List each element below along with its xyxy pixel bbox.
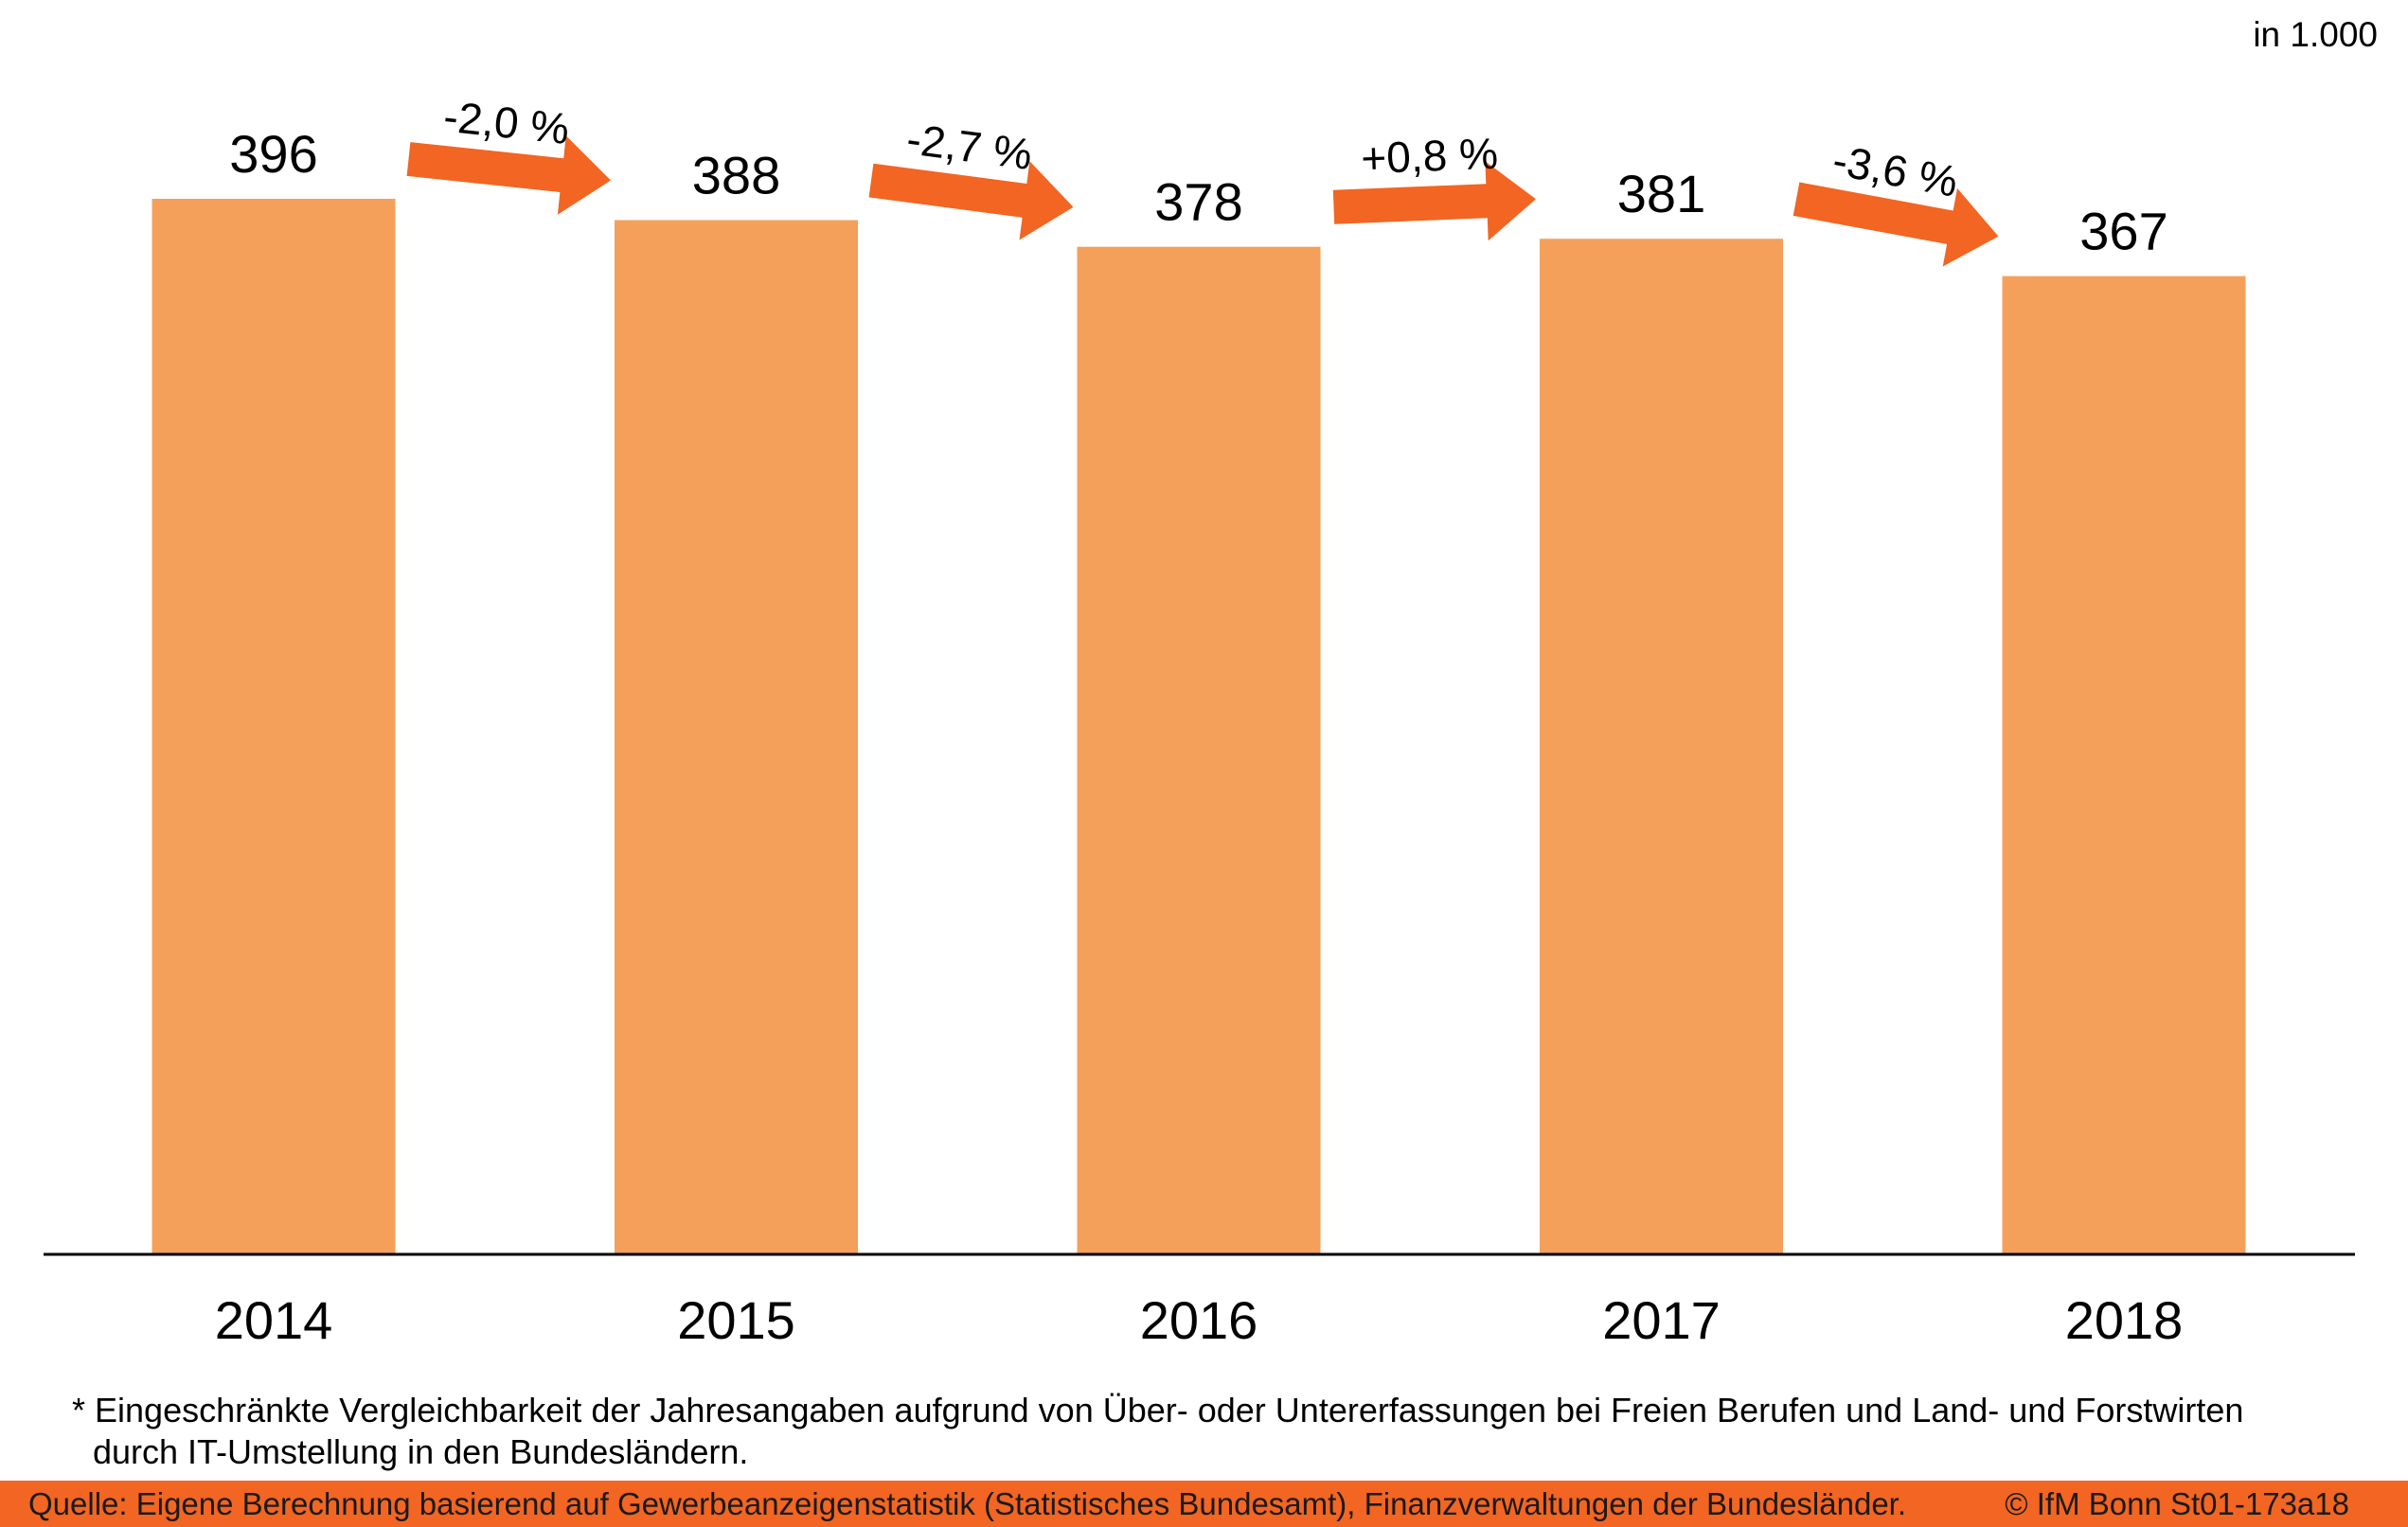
change-label-2014-2015: -2,0 % (441, 92, 572, 154)
source-text: Quelle: Eigene Berechnung basierend auf … (28, 1486, 1907, 1521)
footnote-line-1: * Eingeschränkte Vergleichbarkeit der Ja… (72, 1391, 2244, 1429)
bar-2015 (615, 220, 858, 1254)
category-label-2016: 2016 (1140, 1290, 1258, 1350)
change-arrow-2014-2015 (406, 135, 611, 215)
bar-2016 (1077, 246, 1321, 1254)
value-label-2018: 367 (2079, 202, 2167, 261)
category-label-2017: 2017 (1602, 1290, 1721, 1350)
change-arrow-2016-2017 (1332, 161, 1536, 241)
value-label-2014: 396 (229, 124, 317, 184)
footnote-line-2: durch IT-Umstellung in den Bundesländern… (93, 1432, 749, 1471)
value-label-2017: 381 (1617, 164, 1705, 223)
bar-chart: 396 2014 388 2015 378 2016 381 2017 367 2018 -2,0 … (44, 92, 2355, 1350)
category-label-2018: 2018 (2065, 1290, 2184, 1350)
change-label-2016-2017: +0,8 % (1360, 129, 1498, 184)
unit-label: in 1.000 (2253, 15, 2378, 54)
bar-2018 (2002, 275, 2246, 1254)
copyright-text: © IfM Bonn St01-173a18 (2005, 1486, 2349, 1521)
change-arrow-2017-2018 (1793, 182, 1999, 267)
category-label-2014: 2014 (215, 1290, 333, 1350)
value-label-2016: 378 (1154, 172, 1242, 232)
change-label-2015-2016: -2,7 % (904, 114, 1036, 179)
category-label-2015: 2015 (677, 1290, 795, 1350)
footnote: * Eingeschränkte Vergleichbarkeit der Ja… (72, 1390, 2363, 1473)
value-label-2015: 388 (692, 146, 780, 205)
source-bar: Quelle: Eigene Berechnung basierend auf … (0, 1481, 2408, 1527)
change-arrow-2015-2016 (868, 161, 1074, 240)
bar-2017 (1540, 239, 1783, 1254)
bar-2014 (152, 199, 396, 1254)
